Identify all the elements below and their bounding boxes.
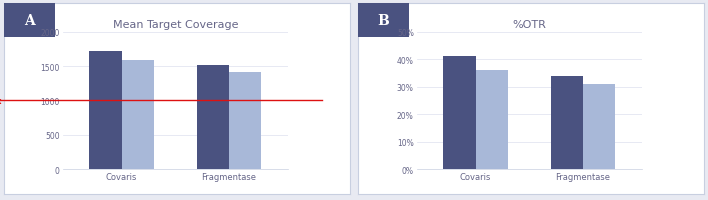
Bar bbox=[89, 52, 122, 169]
Title: %OTR: %OTR bbox=[513, 20, 546, 30]
Bar bbox=[197, 66, 229, 169]
Bar bbox=[122, 61, 154, 169]
Bar bbox=[583, 84, 615, 169]
Bar bbox=[551, 76, 583, 169]
Text: B: B bbox=[377, 14, 389, 28]
Bar bbox=[229, 72, 261, 169]
Legend: 1 µg, 500 ng: 1 µg, 500 ng bbox=[361, 74, 401, 95]
Bar bbox=[476, 71, 508, 169]
Text: A: A bbox=[23, 14, 35, 28]
Title: Mean Target Coverage: Mean Target Coverage bbox=[113, 20, 238, 30]
Bar bbox=[443, 57, 476, 169]
Text: 1000x: 1000x bbox=[0, 96, 1, 105]
